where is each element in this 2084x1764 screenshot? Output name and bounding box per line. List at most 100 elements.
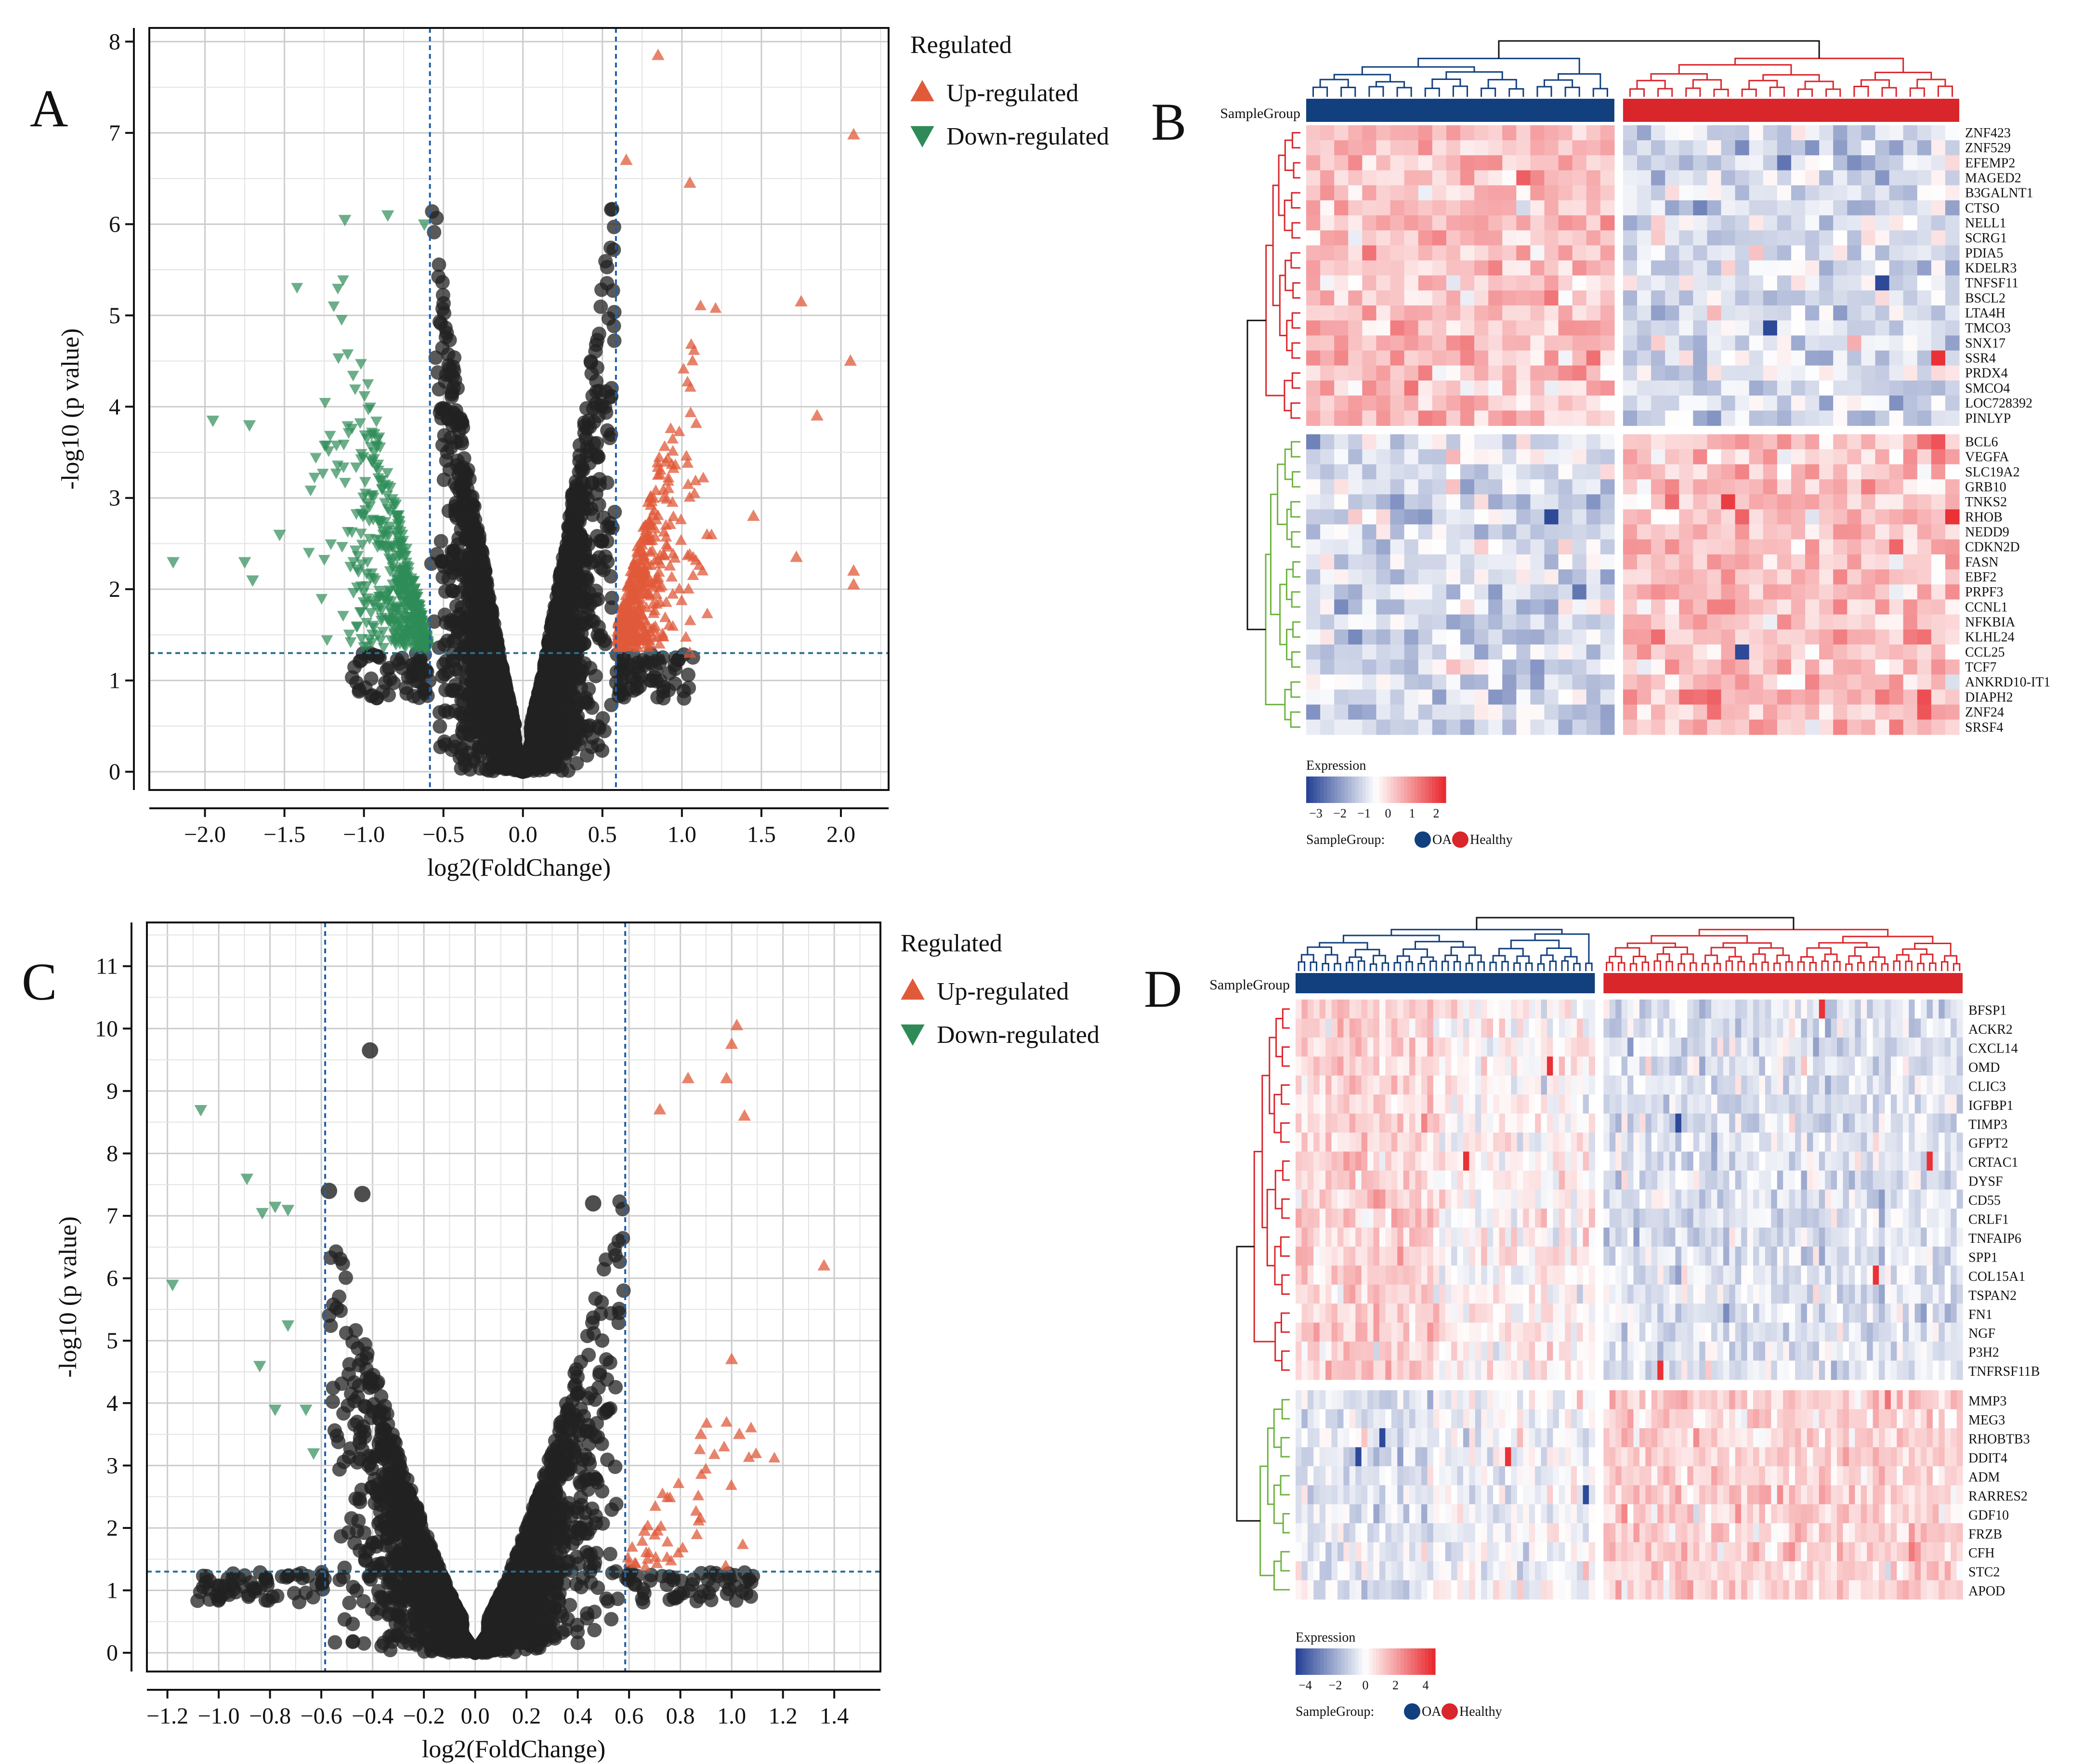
x-tick-label: 0.5 bbox=[588, 822, 617, 847]
point-ns bbox=[540, 665, 555, 680]
point-up bbox=[844, 354, 857, 366]
point-ns bbox=[527, 743, 542, 758]
point-ns bbox=[561, 661, 576, 676]
point-up bbox=[676, 594, 688, 606]
panel-label-a: A bbox=[30, 79, 68, 138]
x-tick-label: −0.5 bbox=[422, 822, 464, 847]
panel-label-b: B bbox=[1151, 92, 1186, 151]
point-down bbox=[347, 370, 359, 382]
point-ns bbox=[455, 436, 470, 451]
point-ns bbox=[605, 520, 620, 535]
y-tick-label: 6 bbox=[109, 211, 120, 237]
point-ns bbox=[447, 703, 462, 718]
point-down bbox=[349, 384, 361, 395]
point-ns bbox=[439, 326, 454, 341]
point-down bbox=[336, 315, 348, 326]
point-up bbox=[620, 153, 633, 165]
point-up bbox=[847, 578, 860, 590]
point-down bbox=[328, 301, 340, 312]
x-tick-label: 0.0 bbox=[509, 822, 537, 847]
point-ns bbox=[463, 497, 478, 512]
point-ns bbox=[606, 242, 621, 257]
point-ns bbox=[459, 611, 473, 626]
point-ns bbox=[342, 1595, 357, 1610]
point-ns bbox=[600, 260, 615, 275]
point-up bbox=[666, 571, 678, 582]
point-down bbox=[303, 548, 315, 559]
point-ns bbox=[676, 684, 691, 698]
point-ns bbox=[607, 304, 622, 319]
point-ns bbox=[588, 669, 603, 684]
x-tick-label: −2.0 bbox=[184, 822, 226, 847]
legend-up-label: Up-regulated bbox=[946, 79, 1078, 107]
point-up bbox=[847, 128, 860, 140]
point-ns bbox=[593, 534, 608, 549]
point-ns bbox=[399, 686, 414, 701]
point-ns bbox=[433, 534, 448, 549]
point-ns bbox=[433, 719, 447, 734]
point-ns bbox=[450, 453, 465, 468]
y-tick-label: 3 bbox=[109, 486, 120, 511]
points bbox=[166, 1018, 831, 1660]
point-ns bbox=[467, 699, 482, 714]
point-down bbox=[318, 554, 330, 566]
point-ns bbox=[430, 547, 445, 562]
x-tick-label: −1.0 bbox=[343, 822, 385, 847]
legend-down-label: Down-regulated bbox=[946, 123, 1109, 150]
point-ns bbox=[584, 355, 599, 370]
point-ns bbox=[446, 556, 461, 571]
point-ns bbox=[432, 382, 446, 397]
point-ns bbox=[441, 571, 456, 586]
point-up bbox=[747, 509, 760, 521]
x-tick-label: 1.5 bbox=[747, 822, 776, 847]
point-ns bbox=[593, 299, 608, 314]
point-ns bbox=[478, 579, 493, 594]
point-ns bbox=[653, 673, 668, 688]
point-down bbox=[347, 588, 360, 599]
point-ns bbox=[445, 387, 459, 402]
point-ns bbox=[455, 568, 470, 583]
point-ns bbox=[579, 570, 594, 585]
point-down bbox=[342, 428, 355, 439]
y-tick-label: 1 bbox=[109, 668, 120, 694]
point-ns bbox=[538, 688, 553, 703]
legend-down-marker bbox=[910, 126, 934, 147]
point-ns bbox=[484, 604, 499, 619]
point-ns bbox=[529, 704, 544, 719]
y-tick-label: 5 bbox=[109, 303, 120, 329]
point-ns bbox=[597, 633, 612, 648]
point-ns bbox=[594, 282, 609, 297]
point-ns bbox=[392, 656, 407, 671]
point-ns bbox=[380, 662, 394, 677]
point-up bbox=[665, 422, 677, 434]
legend-title: Regulated bbox=[910, 31, 1012, 59]
point-down bbox=[337, 611, 349, 622]
y-axis-title: -log10 (p value) bbox=[57, 328, 84, 489]
point-ns bbox=[575, 664, 590, 679]
point-down bbox=[206, 415, 220, 427]
point-ns bbox=[552, 759, 567, 774]
point-down bbox=[359, 477, 371, 488]
point-ns bbox=[606, 220, 621, 235]
x-axis-title: log2(FoldChange) bbox=[427, 854, 611, 882]
x-tick-label: −1.5 bbox=[263, 822, 305, 847]
point-ns bbox=[606, 318, 621, 333]
point-ns bbox=[437, 637, 452, 652]
point-up bbox=[652, 48, 665, 60]
point-ns bbox=[616, 690, 631, 705]
point-ns bbox=[576, 594, 591, 609]
point-up bbox=[701, 607, 713, 619]
point-ns bbox=[497, 742, 511, 757]
points bbox=[167, 48, 860, 779]
point-up bbox=[686, 355, 699, 366]
point-ns bbox=[681, 667, 695, 682]
point-down bbox=[324, 431, 336, 442]
grid bbox=[149, 28, 889, 790]
point-up bbox=[667, 510, 680, 521]
point-down bbox=[310, 453, 322, 464]
point-ns bbox=[579, 748, 594, 763]
point-ns bbox=[457, 658, 472, 673]
point-up bbox=[811, 409, 824, 421]
y-tick-label: 7 bbox=[109, 120, 120, 146]
point-down bbox=[321, 635, 333, 646]
